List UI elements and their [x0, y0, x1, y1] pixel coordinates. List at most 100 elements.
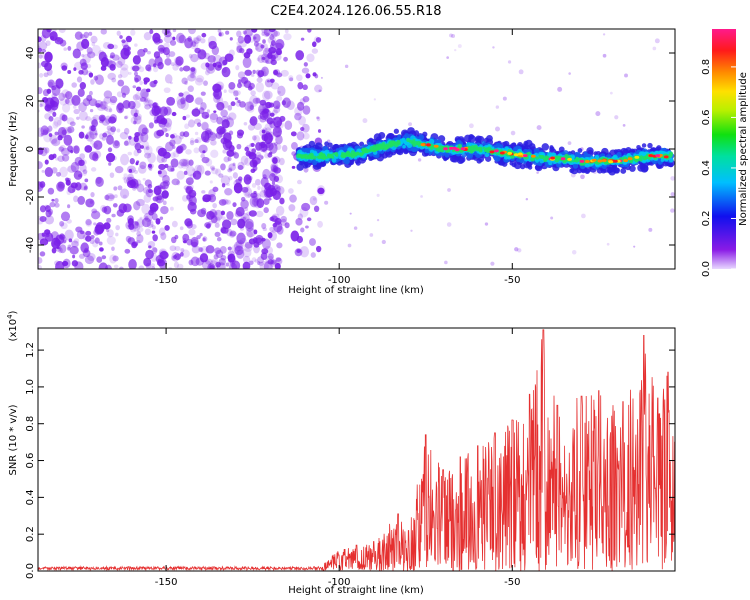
noise-speckle [315, 37, 322, 43]
noise-speckle [105, 229, 110, 233]
noise-speckle [38, 181, 43, 190]
noise-speckle [188, 228, 196, 236]
noise-speckle [169, 206, 174, 211]
noise-speckle [200, 91, 206, 96]
noise-speckle [79, 159, 87, 166]
noise-speckle [123, 127, 130, 135]
noise-speckle [208, 40, 217, 50]
noise-speckle [216, 262, 226, 269]
noise-speckle [217, 84, 224, 91]
noise-speckle [163, 42, 170, 50]
noise-speckle [61, 260, 69, 267]
noise-speckle [38, 161, 43, 170]
noise-speckle [145, 146, 150, 151]
noise-speckle [218, 199, 227, 206]
noise-speckle [654, 38, 660, 44]
noise-speckle [158, 163, 166, 171]
noise-speckle [273, 30, 280, 37]
noise-speckle [143, 257, 152, 267]
noise-speckle [266, 117, 274, 125]
noise-speckle [176, 180, 181, 186]
noise-speckle [233, 90, 239, 97]
noise-speckle [143, 80, 148, 85]
noise-speckle [73, 195, 79, 203]
noise-speckle [514, 247, 519, 252]
noise-speckle [58, 29, 66, 34]
noise-speckle [260, 155, 264, 159]
noise-speckle [89, 109, 94, 113]
noise-speckle [201, 156, 210, 164]
noise-speckle [169, 245, 177, 252]
noise-speckle [57, 181, 65, 189]
noise-speckle [253, 134, 261, 144]
noise-speckle [184, 80, 188, 86]
noise-speckle [253, 41, 259, 47]
noise-speckle [186, 183, 194, 191]
signal-cell [402, 144, 406, 149]
noise-speckle [269, 112, 275, 117]
noise-speckle [194, 77, 204, 86]
noise-speckle [185, 149, 192, 155]
noise-speckle [249, 95, 259, 108]
noise-speckle [294, 112, 302, 121]
noise-speckle [228, 87, 236, 94]
noise-speckle [252, 161, 258, 167]
noise-speckle [151, 246, 158, 255]
noise-speckle [51, 237, 61, 249]
noise-speckle [266, 79, 271, 83]
noise-speckle [204, 130, 212, 139]
noise-speckle [280, 215, 287, 223]
noise-speckle [90, 191, 95, 198]
noise-speckle [201, 121, 209, 131]
noise-speckle [171, 111, 177, 117]
signal-cell [456, 139, 462, 145]
noise-speckle [311, 48, 319, 54]
noise-speckle [44, 167, 53, 178]
noise-speckle [73, 238, 80, 244]
noise-speckle [245, 150, 252, 157]
signal-peak [663, 155, 669, 159]
noise-speckle [215, 168, 222, 176]
noise-speckle [58, 247, 63, 254]
noise-speckle [90, 167, 97, 172]
noise-speckle [209, 131, 217, 139]
signal-peak [608, 160, 614, 164]
noise-speckle [119, 131, 129, 140]
noise-speckle [124, 248, 131, 254]
noise-speckle [218, 130, 226, 138]
noise-speckle [39, 251, 46, 257]
noise-speckle [353, 226, 358, 230]
noise-speckle [291, 151, 297, 156]
noise-speckle [116, 128, 121, 133]
noise-speckle [289, 194, 297, 203]
noise-speckle [305, 225, 309, 229]
noise-speckle [180, 248, 185, 253]
noise-speckle [139, 96, 147, 102]
signal-cell [642, 152, 647, 157]
noise-speckle [567, 141, 572, 145]
colorbar-tick-label: 0.4 [701, 160, 712, 176]
signal-cell [478, 156, 484, 163]
noise-speckle [296, 74, 303, 82]
noise-speckle [242, 261, 251, 269]
noise-speckle [94, 224, 104, 235]
signal-cell [544, 155, 549, 160]
noise-speckle [257, 72, 262, 79]
noise-speckle [201, 122, 209, 132]
noise-speckle [158, 119, 167, 128]
noise-speckle [226, 146, 230, 151]
noise-speckle [88, 72, 94, 78]
noise-speckle [79, 58, 87, 67]
noise-speckle [221, 100, 229, 109]
noise-speckle [108, 116, 117, 124]
noise-speckle [297, 81, 304, 90]
noise-speckle [144, 104, 151, 110]
noise-speckle [75, 226, 83, 233]
noise-speckle [99, 100, 108, 110]
noise-speckle [148, 122, 154, 129]
noise-speckle [274, 142, 278, 146]
noise-speckle [79, 164, 87, 172]
snr-frame [37, 327, 676, 572]
noise-speckle [318, 89, 322, 93]
signal-cell [406, 137, 411, 143]
